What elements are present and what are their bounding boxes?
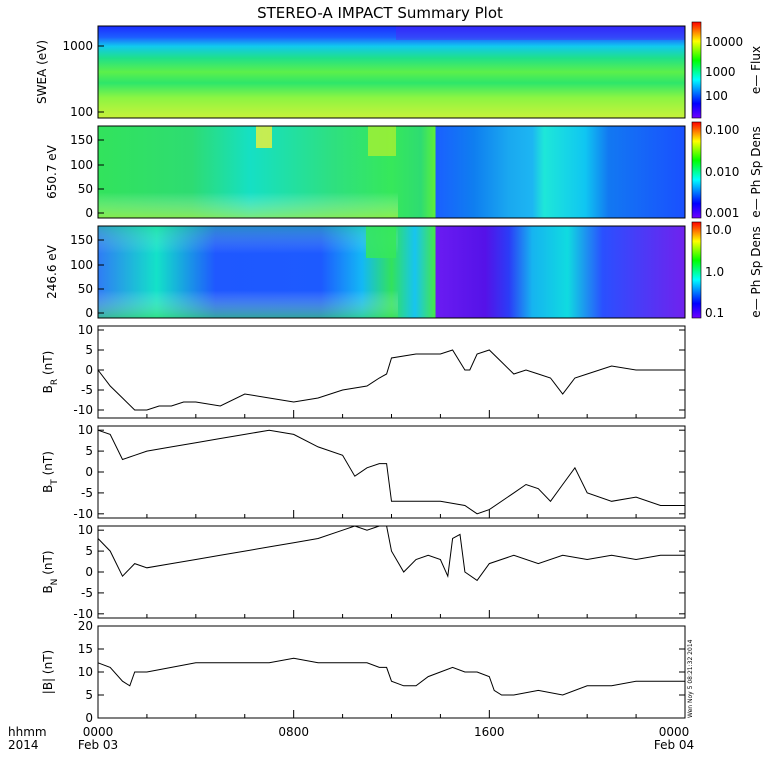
pad-650-feature [368, 126, 396, 156]
line-panel: 10 5 0 -5 -10 BN (nT) [41, 523, 686, 621]
xtick-label: 1600 [474, 725, 505, 739]
line-panel: 10 5 0 -5 -10 BT (nT) [41, 423, 686, 521]
pad-650-colorbar [691, 121, 702, 219]
pad-650-ytick-label: 0 [85, 206, 93, 220]
pad-650-cbar-tick: 0.010 [705, 165, 739, 179]
magnetic-field-panels: 10 5 0 -5 -10 BR (nT) 10 5 0 -5 -10 BT (nT) 10 5 0 -5 -1… [41, 323, 686, 725]
xtick-label: 0000 [83, 725, 114, 739]
ytick-label: 20 [78, 619, 93, 633]
swea-feature-band [396, 26, 685, 40]
year-label: 2014 [8, 738, 39, 752]
pad-246-ytick-label: 100 [70, 258, 93, 272]
field-ylabel: BT (nT) [41, 451, 60, 493]
pad-650-cbar-tick: 0.001 [705, 206, 739, 220]
ytick-label: 5 [85, 688, 93, 702]
pad-246-ytick-label: 0 [85, 306, 93, 320]
swea-frame [97, 25, 686, 119]
pad-246-frame [97, 225, 686, 319]
pad-650-panel: 150 100 50 0 650.7 eV 0.100 0.010 0.001 … [45, 121, 763, 220]
xtick-label: 0800 [278, 725, 309, 739]
field-trace [97, 657, 685, 696]
swea-spectrogram-panel: 1000 100 SWEA (eV) 10000 1000 100 e— Flu… [35, 21, 763, 119]
pad-650-feature [256, 126, 272, 148]
pad-246-ylabel: 246.6 eV [45, 244, 59, 299]
ytick-label: -5 [81, 383, 93, 397]
pad-650-cbar-label: e— Ph Sp Dens [749, 126, 763, 217]
generation-timestamp: Wen Noy 5 08:21:32 2014 [687, 639, 694, 718]
pad-246-colorbar [691, 221, 702, 319]
pad-650-ytick-label: 150 [70, 133, 93, 147]
pad-246-ytick-label: 150 [70, 233, 93, 247]
panel-frame [97, 425, 686, 519]
ytick-label: -10 [73, 607, 93, 621]
panel-frame [97, 625, 686, 719]
pad-246-panel: 150 100 50 0 246.6 eV 10.0 1.0 0.1 e— Ph… [45, 221, 763, 320]
swea-cbar-tick: 10000 [705, 35, 743, 49]
ytick-label: 5 [85, 444, 93, 458]
xtick-label: 0000 [659, 725, 690, 739]
plot-title: STEREO-A IMPACT Summary Plot [257, 4, 503, 22]
ytick-label: -5 [81, 486, 93, 500]
ytick-label: 5 [85, 544, 93, 558]
pad-650-ytick-label: 100 [70, 158, 93, 172]
pad-650-ylabel: 650.7 eV [45, 144, 59, 199]
pad-246-cbar-tick: 0.1 [705, 306, 724, 320]
swea-ytick-label: 1000 [62, 39, 93, 53]
swea-ylabel: SWEA (eV) [35, 40, 49, 104]
pad-650-cbar-tick: 0.100 [705, 123, 739, 137]
pad-650-ytick-label: 50 [78, 182, 93, 196]
pad-246-ytick-label: 50 [78, 282, 93, 296]
ytick-label: 10 [78, 523, 93, 537]
time-format-label: hhmm [8, 725, 47, 739]
ytick-label: 0 [85, 565, 93, 579]
swea-ytick-label: 100 [70, 105, 93, 119]
ytick-label: -10 [73, 403, 93, 417]
ytick-label: 10 [78, 423, 93, 437]
swea-cbar-tick: 100 [705, 89, 728, 103]
swea-spectrogram-image [98, 26, 685, 118]
ytick-label: 0 [85, 363, 93, 377]
ytick-label: 0 [85, 711, 93, 725]
ytick-label: 0 [85, 465, 93, 479]
date-label: Feb 03 [78, 738, 118, 752]
swea-cbar-label: e— Flux [749, 46, 763, 94]
ytick-label: -5 [81, 586, 93, 600]
swea-cbar-tick: 1000 [705, 65, 736, 79]
pad-246-cbar-tick: 1.0 [705, 265, 724, 279]
field-ylabel: BR (nT) [41, 351, 60, 394]
ytick-label: 5 [85, 343, 93, 357]
field-trace [97, 429, 685, 515]
pad-246-feature [366, 226, 396, 258]
pad-650-edge-shading [98, 126, 398, 218]
pad-650-frame [97, 125, 686, 219]
date-label: Feb 04 [654, 738, 694, 752]
line-panel: 20 15 10 5 0 |B| (nT) [41, 619, 686, 725]
field-ylabel: BN (nT) [41, 550, 60, 593]
field-ylabel: |B| (nT) [41, 650, 55, 694]
ytick-label: 15 [78, 642, 93, 656]
ytick-label: 10 [78, 665, 93, 679]
pad-246-edge-shading [98, 226, 398, 318]
panel-frame [97, 525, 686, 619]
field-trace [97, 525, 685, 582]
field-trace [97, 349, 685, 411]
ytick-label: 10 [78, 323, 93, 337]
ytick-label: -10 [73, 507, 93, 521]
panel-frame [97, 325, 686, 419]
pad-246-cbar-tick: 10.0 [705, 223, 732, 237]
swea-colorbar [691, 21, 702, 119]
line-panel: 10 5 0 -5 -10 BR (nT) [41, 323, 686, 419]
pad-246-cbar-label: e— Ph Sp Dens [749, 226, 763, 317]
